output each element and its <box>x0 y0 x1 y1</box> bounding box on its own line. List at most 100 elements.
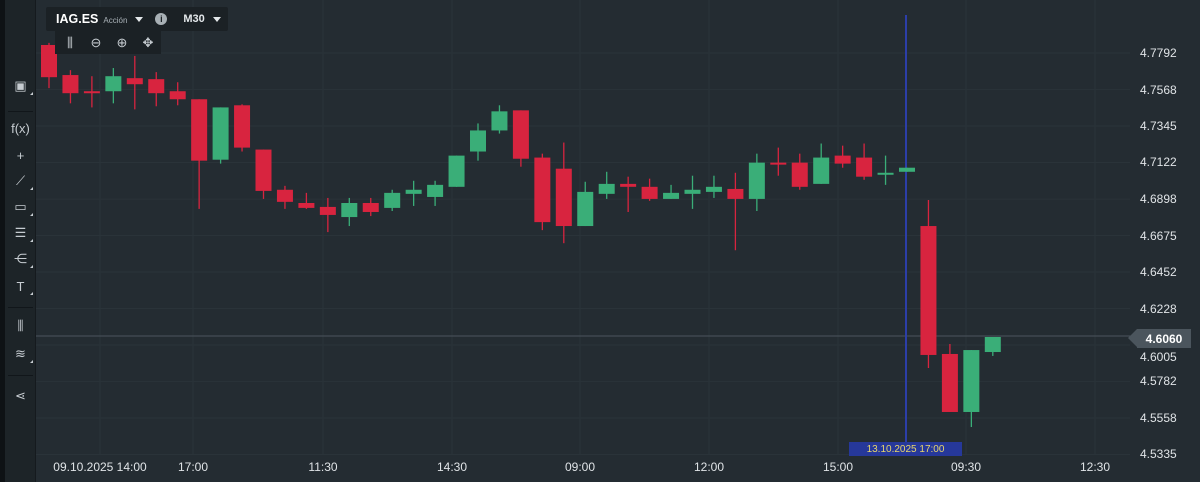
crosshair-time-label: 13.10.2025 17:00 <box>849 442 962 456</box>
candle-up <box>684 189 701 194</box>
time-tick-label: 15:00 <box>822 460 854 474</box>
crosshair-icon[interactable]: + <box>5 144 36 166</box>
candle-down <box>534 157 551 223</box>
window-edge <box>0 0 5 482</box>
time-tick-label: 14:30 <box>436 460 468 474</box>
candle-down <box>169 91 186 100</box>
candle-down <box>920 226 937 355</box>
candle-down <box>770 162 787 165</box>
chart-type-icon[interactable]: ▣ <box>5 75 36 97</box>
candle-up <box>705 186 722 192</box>
timeframe-label: M30 <box>183 13 205 25</box>
line-tool-icon[interactable]: ⟋ <box>5 170 36 192</box>
candle-up <box>491 111 508 131</box>
price-tick-label: 4.5558 <box>1140 411 1177 426</box>
symbol-type: Acción <box>103 15 128 25</box>
indicators-icon[interactable]: ⫼ <box>67 34 73 50</box>
candle-up <box>813 157 830 184</box>
tool-glyph: ▣ <box>14 78 27 93</box>
drawing-toolbar: ▣ f(x) + ⟋ ▭ ☰ ⋲ T ⫼ ≋ ⋖ <box>5 0 36 482</box>
candle-up <box>212 107 229 160</box>
timeframe-select[interactable]: M30 <box>183 13 221 25</box>
tool-glyph: ▭ <box>14 199 27 214</box>
text-tool-icon[interactable]: T <box>5 275 36 297</box>
candle-up <box>877 172 894 175</box>
candle-up <box>105 76 122 92</box>
submenu-indicator-icon <box>30 187 33 190</box>
candle-down <box>148 79 165 94</box>
submenu-indicator-icon <box>30 360 33 363</box>
price-tick-label: 4.5335 <box>1140 447 1177 462</box>
candle-down <box>234 105 251 148</box>
last-price-tag: 4.6060 <box>1128 329 1191 348</box>
toolbar-divider <box>8 307 33 308</box>
time-tick-label: 09:00 <box>564 460 596 474</box>
price-tick-label: 4.7122 <box>1140 155 1177 170</box>
time-tick-label: 12:00 <box>693 460 725 474</box>
candle-up <box>598 183 615 194</box>
submenu-indicator-icon <box>30 92 33 95</box>
candle-down <box>791 162 808 187</box>
price-tick-label: 4.6228 <box>1140 301 1177 316</box>
candle-up <box>384 192 401 208</box>
candle-up <box>963 350 980 412</box>
toolbar-divider <box>8 375 33 376</box>
toolbar-divider <box>8 111 33 112</box>
pan-move-icon[interactable]: ✥ <box>142 34 154 50</box>
tool-glyph: + <box>16 147 25 163</box>
function-icon[interactable]: f(x) <box>5 117 36 139</box>
indicators-icon[interactable]: ⫼ <box>5 315 36 337</box>
tool-glyph: ⫼ <box>17 318 24 333</box>
candle-down <box>126 78 143 85</box>
time-tick-label: 17:00 <box>177 460 209 474</box>
candle-down <box>620 183 637 187</box>
candle-up <box>663 192 680 199</box>
candle-up <box>427 184 444 197</box>
submenu-indicator-icon <box>30 213 33 216</box>
tool-glyph: ≋ <box>15 346 26 361</box>
zoom-in-icon[interactable]: ⊕ <box>116 34 128 50</box>
candle-down <box>555 168 572 227</box>
price-tick-label: 4.7568 <box>1140 82 1177 97</box>
candle-down <box>191 99 208 161</box>
candle-up <box>341 203 358 218</box>
price-tick-label: 4.6452 <box>1140 264 1177 279</box>
tool-glyph: T <box>16 278 25 294</box>
zoom-out-icon[interactable]: ⊖ <box>90 34 102 50</box>
candle-up <box>470 130 486 152</box>
layers-icon[interactable]: ≋ <box>5 343 36 365</box>
tool-glyph: ⋲ <box>14 251 27 266</box>
candle-down <box>83 91 100 94</box>
candle-down <box>62 75 79 94</box>
candle-down <box>41 44 57 78</box>
time-tick-label: 11:30 <box>308 460 338 474</box>
price-tick-label: 4.6898 <box>1140 192 1177 207</box>
price-tick-label: 4.7345 <box>1140 119 1177 134</box>
rectangle-tool-icon[interactable]: ▭ <box>5 196 36 218</box>
fibonacci-icon[interactable]: ☰ <box>5 222 36 244</box>
chart-tools: ⫼ ⊖ ⊕ ✥ <box>55 31 161 54</box>
candle-down <box>856 157 873 177</box>
candle-down <box>298 203 315 208</box>
symbol-name[interactable]: IAG.ES <box>56 12 99 26</box>
info-icon[interactable]: i <box>155 13 168 25</box>
share-icon[interactable]: ⋖ <box>5 385 36 407</box>
candle-up <box>577 191 594 227</box>
candle-up <box>405 189 422 194</box>
candle-up <box>984 336 1001 353</box>
price-tick-label: 4.7792 <box>1140 46 1177 60</box>
pitchfork-icon[interactable]: ⋲ <box>5 248 36 270</box>
candle-down <box>727 188 744 199</box>
candle-down <box>362 203 379 212</box>
tool-glyph: f(x) <box>11 120 30 136</box>
candle-up <box>899 167 915 172</box>
candle-down <box>834 155 851 164</box>
candle-up <box>448 155 465 187</box>
symbol-dropdown-icon[interactable] <box>135 16 144 22</box>
candle-down <box>276 189 293 202</box>
submenu-indicator-icon <box>30 239 33 242</box>
symbol-bar: IAG.ES Acción i M30 <box>46 7 228 31</box>
tool-glyph: ⟋ <box>15 173 26 188</box>
submenu-indicator-icon <box>30 265 33 268</box>
